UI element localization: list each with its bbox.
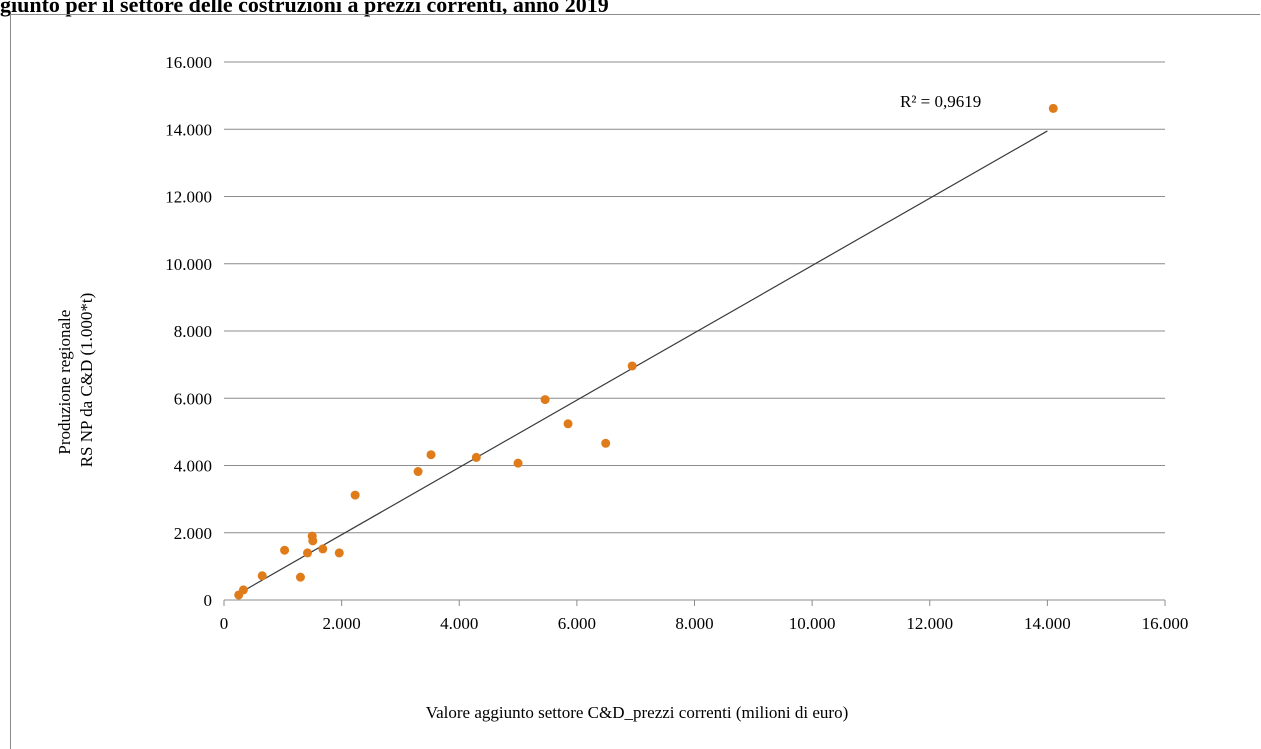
x-axis-title: Valore aggiunto settore C&D_prezzi corre…	[426, 703, 849, 722]
y-axis-title-line-2: RS NP da C&D (1.000*t)	[77, 293, 96, 468]
x-tick-label: 16.000	[1142, 614, 1189, 633]
r-squared-annotation: R² = 0,9619	[900, 92, 981, 111]
data-point	[426, 450, 436, 460]
data-point	[308, 536, 318, 546]
y-tick-label: 2.000	[174, 524, 212, 543]
gridlines	[224, 61, 1165, 534]
data-point	[471, 452, 481, 462]
axes	[223, 599, 1166, 606]
x-tick-label: 8.000	[675, 614, 713, 633]
data-point	[350, 490, 360, 500]
data-point	[334, 548, 344, 558]
data-point	[513, 458, 523, 468]
x-tick-label: 0	[220, 614, 229, 633]
data-point	[540, 395, 550, 405]
chart-frame	[10, 14, 1260, 749]
x-tick-label: 4.000	[440, 614, 478, 633]
y-tick-label: 8.000	[174, 322, 212, 341]
data-points	[234, 103, 1058, 600]
data-point	[257, 571, 267, 581]
y-tick-label: 0	[204, 591, 213, 610]
data-point	[295, 572, 305, 582]
data-point	[318, 544, 328, 554]
tick-labels: 0 2.000 4.000 6.000 8.000 10.000 12.000 14.000 1…	[165, 53, 1188, 633]
x-tick-label: 14.000	[1024, 614, 1071, 633]
data-point	[601, 438, 611, 448]
data-point	[303, 548, 313, 558]
x-tick-label: 6.000	[558, 614, 596, 633]
y-tick-label: 14.000	[165, 120, 212, 139]
y-tick-label: 12.000	[165, 188, 212, 207]
x-tick-label: 2.000	[323, 614, 361, 633]
y-tick-label: 6.000	[174, 389, 212, 408]
data-point	[563, 419, 573, 429]
x-tick-label: 12.000	[906, 614, 953, 633]
x-tick-label: 10.000	[789, 614, 836, 633]
data-point	[238, 585, 248, 595]
data-point	[627, 361, 637, 371]
y-tick-label: 16.000	[165, 53, 212, 72]
figure-caption: giunto per il settore delle costruzioni …	[0, 0, 609, 17]
y-tick-label: 4.000	[174, 457, 212, 476]
y-axis-title-line-1: Produzione regionale	[55, 310, 74, 455]
data-point	[413, 467, 423, 477]
data-point	[280, 545, 290, 555]
trendline-group	[238, 130, 1048, 595]
data-point	[1048, 103, 1058, 113]
linear-trendline	[238, 130, 1048, 595]
y-axis-title: Produzione regionale RS NP da C&D (1.000…	[55, 293, 96, 468]
y-tick-label: 10.000	[165, 255, 212, 274]
